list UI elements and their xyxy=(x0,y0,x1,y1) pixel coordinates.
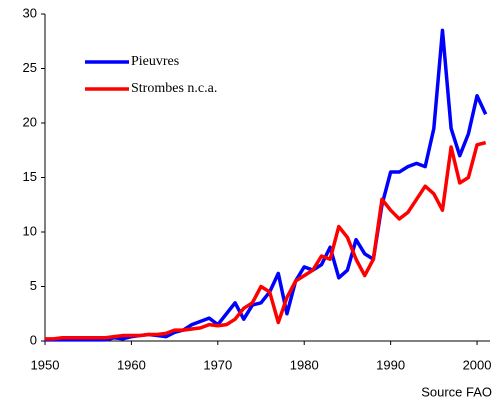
y-tick-label: 20 xyxy=(23,114,37,129)
x-tick-label: 1950 xyxy=(31,357,60,372)
line-series xyxy=(45,28,488,342)
legend-label: Pieuvres xyxy=(131,54,179,69)
y-tick-label: 25 xyxy=(23,60,37,75)
x-tick-label: 1980 xyxy=(290,357,319,372)
legend-label: Strombes n.c.a. xyxy=(131,81,217,96)
x-tick-label: 2000 xyxy=(463,357,492,372)
y-tick-label: 10 xyxy=(23,223,37,238)
y-tick-label: 0 xyxy=(30,332,37,347)
line-series xyxy=(45,140,487,341)
x-tick-label: 1990 xyxy=(376,357,405,372)
x-tick-label: 1960 xyxy=(117,357,146,372)
x-tick-label: 1970 xyxy=(203,357,232,372)
y-tick-label: 30 xyxy=(23,5,37,20)
y-tick-label: 15 xyxy=(23,169,37,184)
y-tick-label: 5 xyxy=(30,278,37,293)
source-note: Source FAO xyxy=(421,384,492,399)
